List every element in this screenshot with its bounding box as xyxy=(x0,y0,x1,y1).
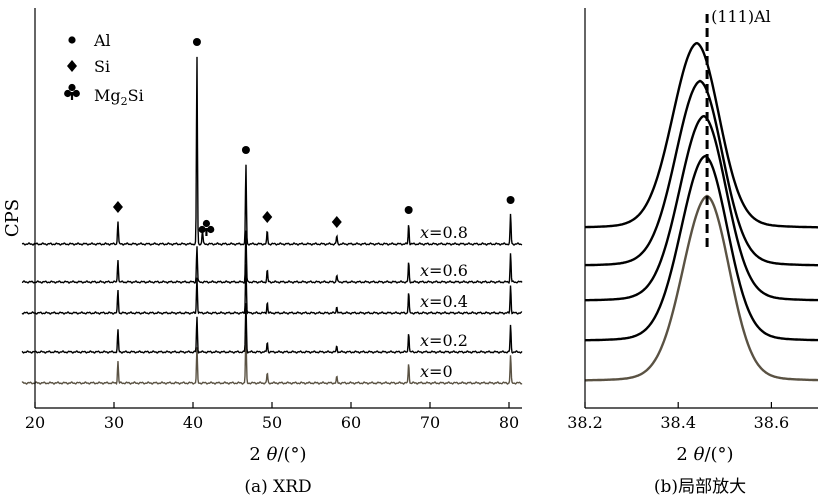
xrd-line-x-0.4 xyxy=(21,263,523,315)
xrd-line-x-0.6 xyxy=(21,230,523,284)
xrd-series-group xyxy=(21,56,523,385)
series-label-group: x=0 x=0.2 x=0.4 x=0.6 x=0.8 xyxy=(420,223,468,381)
si-marker-icon xyxy=(262,211,273,223)
al-marker-icon xyxy=(404,206,413,214)
reference-label-111-al: (111)Al xyxy=(711,7,771,26)
x-tick-label-a: 30 xyxy=(104,413,124,432)
series-label: x=0.6 xyxy=(420,261,468,280)
legend-club-icon xyxy=(64,83,80,100)
legend-diamond-icon xyxy=(67,60,77,72)
series-label: x=0.2 xyxy=(420,331,468,350)
x-axis-label-b-prefix: 2 xyxy=(676,444,693,465)
legend-label-si: Si xyxy=(94,57,110,76)
legend-si-tail: Si xyxy=(128,86,144,105)
xrd-line-x-0.2 xyxy=(21,303,523,354)
zoom-peak-line xyxy=(584,154,818,342)
si-marker-icon xyxy=(331,216,342,228)
si-marker-icon xyxy=(112,201,123,213)
x-tick-label-b: 38.6 xyxy=(754,413,790,432)
x-tick-label-a: 80 xyxy=(499,413,519,432)
xrd-line-x-0 xyxy=(21,334,523,385)
y-axis-label: CPS xyxy=(2,199,23,237)
x-tick-group-b: 38.2 38.4 38.6 xyxy=(567,402,789,432)
zoom-series-group xyxy=(584,41,818,382)
caption-a: (a) XRD xyxy=(244,477,311,497)
caption-b: (b)局部放大 xyxy=(654,477,746,497)
x-tick-label-b: 38.4 xyxy=(660,413,696,432)
x-axis-label-a-unit: /(°) xyxy=(277,444,306,465)
series-label: x=0 xyxy=(420,362,453,381)
legend: Al Si Mg2Si xyxy=(64,31,144,108)
panel-a: x=0 x=0.2 x=0.4 x=0.6 x=0.8 20 30 40 50 60 70 80 C… xyxy=(2,8,523,497)
x-tick-label-b: 38.2 xyxy=(567,413,603,432)
legend-label-mg2si: Mg2Si xyxy=(94,86,144,108)
x-axis-label-a: 2 θ/(°) xyxy=(249,444,306,465)
x-tick-label-a: 70 xyxy=(420,413,440,432)
x-axis-label-b-theta: θ xyxy=(694,444,705,465)
al-marker-icon xyxy=(506,196,515,204)
x-tick-group-a: 20 30 40 50 60 70 80 xyxy=(25,402,519,432)
series-label: x=0.8 xyxy=(420,223,468,242)
xrd-line-x-0.8 xyxy=(21,56,523,246)
legend-label-al: Al xyxy=(93,31,111,50)
zoom-peak-line xyxy=(585,41,818,229)
legend-sub: 2 xyxy=(121,95,128,108)
phase-marker-group xyxy=(112,38,515,236)
zoom-peak-line xyxy=(585,114,818,302)
x-axis-label-a-theta: θ xyxy=(267,444,278,465)
al-marker-icon xyxy=(241,146,250,154)
x-tick-label-a: 60 xyxy=(341,413,361,432)
zoom-peak-line xyxy=(585,194,818,382)
legend-mg: Mg xyxy=(94,86,121,105)
legend-circle-icon xyxy=(68,36,76,44)
x-tick-label-a: 50 xyxy=(262,413,282,432)
x-axis-label-b-unit: /(°) xyxy=(704,444,733,465)
x-tick-label-a: 40 xyxy=(183,413,203,432)
zoom-peak-line xyxy=(584,79,818,267)
series-label: x=0.4 xyxy=(420,292,468,311)
panel-b: (111)Al 38.2 38.4 38.6 2 θ/(°) (b)局部放大 xyxy=(567,7,818,497)
x-axis-label-b: 2 θ/(°) xyxy=(676,444,733,465)
x-axis-label-a-prefix: 2 xyxy=(249,444,266,465)
mg2si-marker-icon xyxy=(198,219,215,236)
x-tick-label-a: 20 xyxy=(25,413,45,432)
al-marker-icon xyxy=(192,38,201,46)
